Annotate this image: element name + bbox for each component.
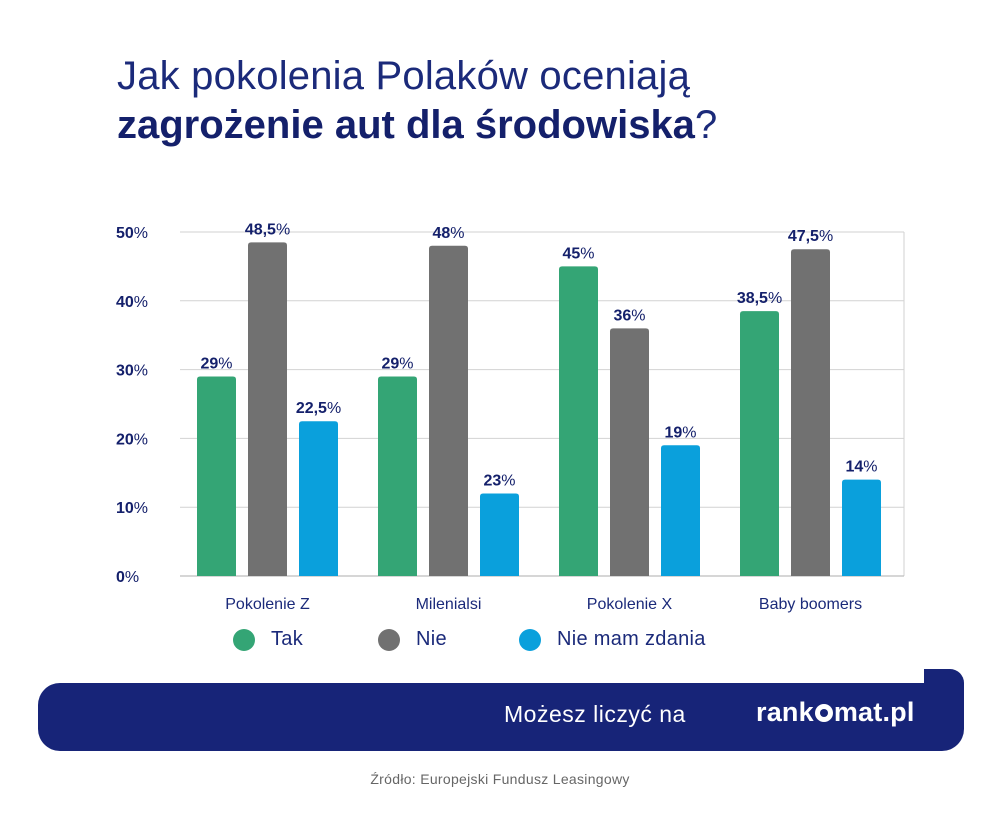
data-label-baby-boomers-nie-mam-zdania: 14%: [845, 459, 877, 476]
brand-logo-part-2: mat.pl: [833, 697, 915, 727]
bar-baby-boomers-tak: [740, 311, 779, 576]
legend-label-tak: Tak: [271, 628, 304, 650]
data-label-milenialsi-nie-mam-zdania: 23%: [483, 472, 515, 489]
legend-dot-nie: [378, 628, 400, 651]
bar-milenialsi-nie-mam-zdania: [480, 493, 519, 576]
data-label-baby-boomers-tak: 38,5%: [737, 290, 782, 307]
legend-dot-nie-mam-zdania: [519, 628, 541, 651]
legend: Tak Nie Nie mam zdania: [0, 628, 1000, 662]
title-line-2: zagrożenie aut dla środowiska?: [117, 101, 717, 150]
bar-pokolenie-z-tak: [197, 376, 236, 576]
data-label-milenialsi-nie: 48%: [432, 225, 464, 242]
title-question-mark: ?: [694, 102, 718, 147]
x-tick-label-pokolenie-x: Pokolenie X: [587, 596, 673, 613]
data-label-pokolenie-z-tak: 29%: [200, 355, 232, 372]
banner-corner-tab: [924, 669, 964, 699]
footer-banner: Możesz liczyć na rank mat.pl: [38, 669, 964, 751]
title-emphasis: zagrożenie aut dla środowiska: [117, 102, 695, 147]
legend-item-tak: Tak: [233, 628, 303, 651]
y-tick-label-50: 50%: [116, 225, 148, 242]
y-tick-label-10: 10%: [116, 500, 148, 517]
bar-chart: 0% 10% 20% 30% 40% 50% 29% 48,5% 22,5% Pokolenie …: [116, 221, 905, 613]
source-note: Źródło: Europejski Fundusz Leasingowy: [370, 771, 630, 787]
bar-pokolenie-x-nie-mam-zdania: [661, 445, 700, 576]
banner-slogan: Możesz liczyć na: [504, 701, 686, 727]
brand-logo-part-1: rank: [756, 697, 814, 727]
brand-logo-o-icon: [814, 704, 833, 722]
x-tick-label-pokolenie-z: Pokolenie Z: [225, 596, 310, 613]
data-label-pokolenie-x-nie: 36%: [613, 307, 645, 324]
y-tick-label-30: 30%: [116, 363, 148, 380]
legend-item-nie-mam-zdania: Nie mam zdania: [519, 628, 706, 651]
legend-label-nie: Nie: [416, 628, 447, 650]
chart-title: Jak pokolenia Polaków oceniają zagrożeni…: [117, 52, 717, 150]
data-label-pokolenie-z-nie-mam-zdania: 22,5%: [296, 400, 341, 417]
bar-pokolenie-x-tak: [559, 266, 598, 576]
bar-pokolenie-z-nie-mam-zdania: [299, 421, 338, 576]
data-label-pokolenie-x-tak: 45%: [562, 245, 594, 262]
legend-item-nie: Nie: [378, 628, 447, 651]
bar-pokolenie-z-nie: [248, 242, 287, 576]
y-tick-label-20: 20%: [116, 431, 148, 448]
data-label-baby-boomers-nie: 47,5%: [788, 228, 833, 245]
brand-logo: rank mat.pl: [756, 697, 915, 728]
legend-dot-tak: [233, 628, 255, 651]
bar-milenialsi-tak: [378, 376, 417, 576]
legend-label-nie-mam-zdania: Nie mam zdania: [557, 628, 706, 650]
bar-baby-boomers-nie: [791, 249, 830, 576]
data-label-milenialsi-tak: 29%: [381, 355, 413, 372]
y-tick-label-40: 40%: [116, 294, 148, 311]
bar-baby-boomers-nie-mam-zdania: [842, 479, 881, 576]
bar-milenialsi-nie: [429, 245, 468, 576]
data-label-pokolenie-z-nie: 48,5%: [245, 221, 290, 238]
title-line-1: Jak pokolenia Polaków oceniają: [117, 54, 691, 98]
bar-pokolenie-x-nie: [610, 328, 649, 576]
y-tick-label-0: 0%: [116, 569, 139, 586]
x-tick-label-milenialsi: Milenialsi: [416, 596, 482, 613]
data-label-pokolenie-x-nie-mam-zdania: 19%: [664, 424, 696, 441]
x-tick-label-baby-boomers: Baby boomers: [759, 596, 862, 613]
